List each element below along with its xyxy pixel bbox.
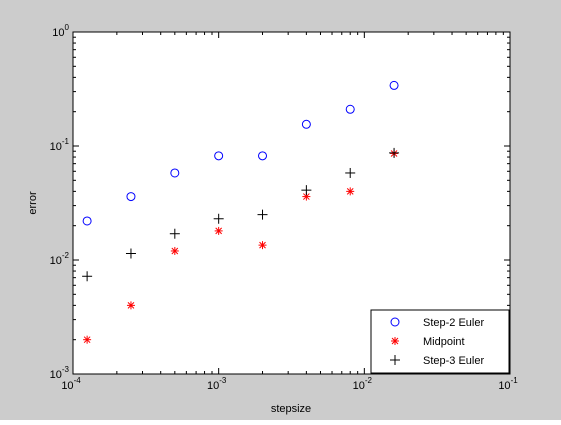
legend-label: Step-3 Euler [423,355,484,367]
data-point-plus [169,228,180,239]
data-point-asterisk [126,301,135,310]
data-point-plus [125,248,136,259]
data-markers [82,80,400,344]
legend-label: Midpoint [423,336,465,348]
legend-label: Step-2 Euler [423,317,484,329]
x-tick-labels: 10-4 10-3 10-2 10-1 [61,376,518,392]
data-point-plus [301,185,312,196]
data-point-plus [213,213,224,224]
data-point-plus [389,147,400,158]
x-tick-label: 10-2 [353,376,373,392]
data-point-circle [301,119,311,129]
y-tick-label: 10-3 [50,365,70,381]
y-tick-labels: 10-3 10-2 10-1 100 [50,23,70,381]
plot-frame [72,31,511,375]
data-point-plus [257,209,268,220]
legend-marker-plus [390,355,400,365]
data-point-asterisk [258,241,267,250]
data-point-circle [82,216,92,226]
data-point-circle [389,80,399,90]
data-point-asterisk [214,226,223,235]
data-point-circle [170,168,180,178]
data-point-circle [345,104,355,114]
data-point-plus [345,167,356,178]
y-tick-label: 100 [52,23,69,39]
data-point-circle [258,151,268,161]
x-tick-label: 10-4 [61,376,81,392]
x-tick-label: 10-3 [207,376,227,392]
data-point-asterisk [83,335,92,344]
x-axis-label: stepsize [271,403,311,415]
y-tick-label: 10-1 [50,137,70,153]
legend-marker-asterisk [391,337,399,345]
legend: Step-2 Euler Midpoint Step-3 Euler [370,309,510,374]
legend-marker-circle [390,317,400,327]
data-point-asterisk [346,187,355,196]
data-point-circle [126,192,136,202]
data-point-asterisk [170,246,179,255]
data-point-circle [214,151,224,161]
data-point-plus [82,271,93,282]
y-axis-label: error [27,191,39,215]
x-tick-label: 10-1 [498,376,518,392]
y-tick-label: 10-2 [50,251,70,267]
